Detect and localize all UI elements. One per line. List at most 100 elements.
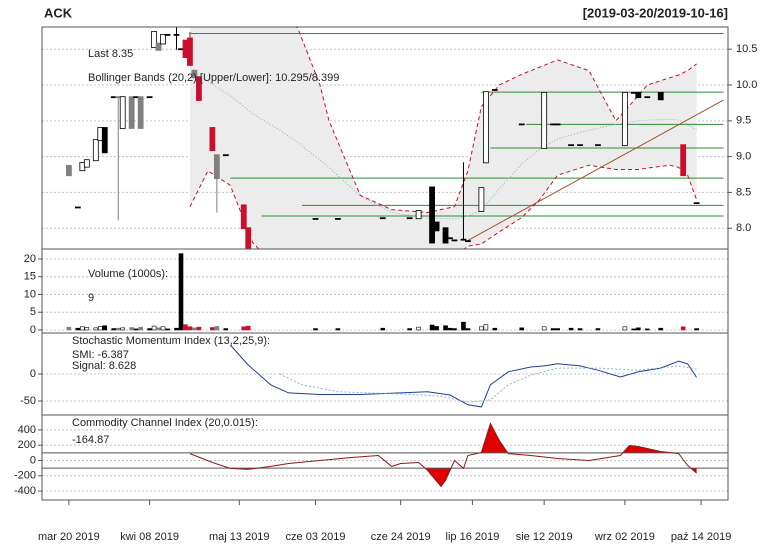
volume-bar bbox=[245, 325, 251, 331]
candle-body bbox=[482, 91, 489, 164]
panel-plot bbox=[42, 344, 728, 408]
volume-bar bbox=[75, 327, 81, 331]
volume-bar bbox=[492, 327, 498, 331]
candle-body bbox=[335, 218, 341, 220]
candle-body bbox=[451, 239, 458, 242]
candle-body bbox=[478, 187, 485, 212]
panel-frame bbox=[41, 248, 729, 334]
candle-body bbox=[209, 127, 216, 152]
annotation: Last 8.35 bbox=[88, 48, 133, 60]
candle-body bbox=[187, 37, 193, 66]
y-tick-label: 400 bbox=[18, 424, 36, 436]
x-tick-label: kwi 08 2019 bbox=[120, 531, 179, 543]
candle-body bbox=[379, 217, 386, 220]
volume-bar bbox=[622, 326, 628, 331]
indicator-line bbox=[279, 365, 697, 403]
x-tick-label: wrz 02 2019 bbox=[594, 531, 655, 543]
volume-bar bbox=[178, 253, 184, 331]
volume-bar bbox=[160, 326, 166, 331]
candle-body bbox=[657, 91, 664, 101]
candle-body bbox=[635, 91, 642, 99]
volume-bar bbox=[84, 327, 90, 331]
y-tick-label: 9.0 bbox=[736, 151, 751, 163]
annotation: Bollinger Bands (20,2) [Upper/Lower]: 10… bbox=[88, 72, 339, 84]
volume-bar bbox=[138, 326, 143, 331]
x-tick-label: cze 24 2019 bbox=[371, 531, 431, 543]
candle-body bbox=[415, 210, 422, 220]
volume-bar bbox=[429, 324, 435, 331]
volume-bar bbox=[519, 327, 525, 331]
candle-body bbox=[191, 69, 198, 79]
candle-body bbox=[406, 217, 413, 220]
bollinger-lower bbox=[189, 164, 698, 249]
x-tick-label: cze 03 2019 bbox=[286, 531, 346, 543]
x-tick-label: sie 12 2019 bbox=[516, 531, 573, 543]
x-tick-label: lip 16 2019 bbox=[446, 531, 500, 543]
annotation: 9 bbox=[88, 292, 94, 304]
volume-bar bbox=[550, 328, 556, 331]
candle-body bbox=[83, 159, 90, 168]
x-tick-label: paź 14 2019 bbox=[671, 531, 732, 543]
volume-bar bbox=[407, 328, 412, 331]
volume-bar bbox=[196, 326, 202, 331]
volume-bar bbox=[223, 328, 229, 331]
panel-frame bbox=[41, 414, 729, 501]
candle-body bbox=[74, 206, 81, 209]
volume-bar bbox=[133, 328, 139, 331]
y-tick-label: 8.5 bbox=[736, 186, 751, 198]
cci-fill bbox=[189, 423, 697, 453]
volume-bar bbox=[120, 327, 126, 331]
candle-body bbox=[447, 237, 453, 240]
candle-body bbox=[312, 218, 319, 220]
trend-line bbox=[467, 99, 724, 241]
y-tick-label: 0 bbox=[30, 368, 36, 380]
candle-body bbox=[465, 240, 471, 243]
volume-bar bbox=[102, 325, 108, 331]
indicator-line bbox=[229, 344, 698, 408]
volume-bar bbox=[174, 327, 179, 331]
legend-entry: Signal: 8.628 bbox=[72, 360, 136, 372]
y-tick-label: 20 bbox=[24, 253, 36, 265]
candle-body bbox=[644, 96, 651, 99]
panel-plot bbox=[42, 27, 728, 249]
candle-body bbox=[92, 139, 99, 162]
volume-bar bbox=[129, 327, 134, 331]
candle-body bbox=[155, 42, 162, 51]
y-tick-label: 10.0 bbox=[736, 79, 757, 91]
volume-bar bbox=[555, 328, 560, 331]
candle-body bbox=[137, 96, 144, 129]
candle-body bbox=[568, 144, 574, 147]
annotation: -164.87 bbox=[72, 434, 109, 446]
annotation: Volume (1000s): bbox=[88, 268, 168, 280]
y-tick-label: -200 bbox=[14, 470, 36, 482]
volume-bar bbox=[694, 328, 699, 331]
volume-bar bbox=[210, 327, 215, 331]
x-tick-label: mar 20 2019 bbox=[38, 531, 100, 543]
volume-bar bbox=[465, 328, 471, 331]
volume-bar bbox=[97, 326, 103, 331]
candle-body bbox=[119, 96, 126, 129]
candle-body bbox=[173, 33, 180, 36]
volume-bar bbox=[66, 326, 72, 331]
candle-body bbox=[680, 144, 687, 177]
volume-bar bbox=[447, 327, 453, 331]
y-tick-label: 5 bbox=[30, 306, 36, 318]
y-tick-label: -50 bbox=[20, 395, 36, 407]
volume-bar bbox=[183, 324, 188, 331]
candle-body bbox=[460, 238, 467, 241]
candle-body bbox=[222, 154, 229, 157]
volume-bar bbox=[658, 327, 664, 331]
chart-title: ACK bbox=[44, 5, 73, 20]
volume-bar bbox=[595, 328, 601, 331]
bollinger-band bbox=[189, 27, 697, 249]
volume-bar bbox=[111, 328, 117, 331]
volume-bar bbox=[192, 327, 197, 331]
candle-body bbox=[164, 33, 171, 36]
volume-bar bbox=[187, 326, 193, 331]
volume-bar bbox=[577, 328, 583, 331]
candle-body bbox=[433, 221, 440, 232]
candle-body bbox=[196, 76, 202, 101]
volume-bar bbox=[452, 328, 457, 331]
volume-bar bbox=[165, 328, 170, 331]
panel-plot bbox=[42, 253, 728, 331]
